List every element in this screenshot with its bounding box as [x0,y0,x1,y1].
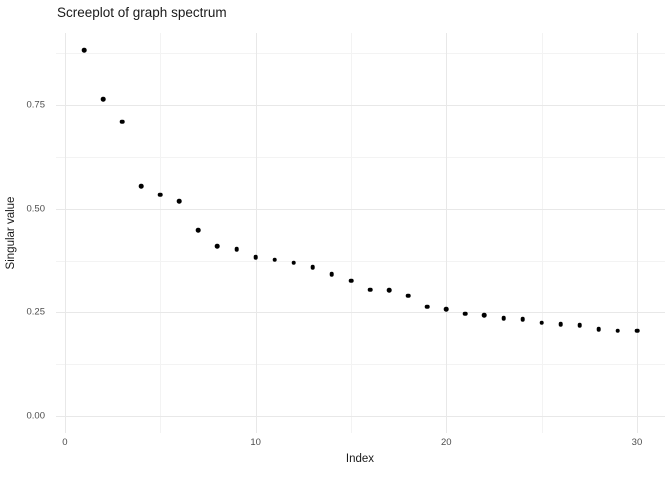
data-point [463,311,468,316]
data-point [577,322,583,328]
data-point [329,271,335,277]
data-point [444,306,449,312]
data-point [424,304,430,309]
y-tick-label: 0.50 [26,203,46,215]
x-minor-gridline [350,33,352,433]
data-point [615,328,621,333]
y-major-gridline [56,312,665,314]
y-tick-label: 0.00 [26,410,46,422]
x-minor-gridline [160,33,162,433]
x-major-gridline [446,33,448,433]
data-point [634,328,640,333]
data-point [405,293,411,299]
y-minor-gridline [56,53,665,55]
data-point [367,287,373,292]
x-minor-gridline [541,33,543,433]
data-point [558,321,563,327]
x-tick-label: 0 [62,437,68,448]
data-point [100,96,106,102]
data-point [81,47,87,53]
x-major-gridline [636,33,638,433]
x-major-gridline [64,33,66,433]
data-point [215,243,220,249]
plot-panel [56,33,665,433]
data-point [196,228,201,233]
y-minor-gridline [56,156,665,158]
data-point [348,278,354,284]
data-point [482,312,487,318]
x-tick-label: 30 [631,437,643,448]
data-point [272,257,277,263]
y-tick-label: 0.25 [26,306,46,318]
data-point [501,315,506,321]
data-point [596,326,602,332]
x-tick-label: 10 [250,437,261,448]
data-point [157,192,163,197]
y-major-gridline [56,416,665,417]
data-point [310,264,316,270]
chart-title: Screeplot of graph spectrum [57,5,227,20]
data-point [138,183,144,189]
x-major-gridline [255,33,257,433]
y-axis-title: Singular value [5,196,17,270]
data-point [386,288,392,293]
data-point [539,320,544,326]
x-axis-title: Index [345,453,375,465]
y-minor-gridline [56,364,665,366]
y-tick-label: 0.75 [26,99,46,111]
data-point [520,317,525,322]
y-major-gridline [56,208,665,210]
data-point [177,198,182,204]
x-tick-label: 20 [441,437,452,448]
data-point [291,260,297,265]
data-point [119,119,125,124]
data-point [234,246,239,252]
data-point [253,254,258,260]
y-minor-gridline [56,260,665,262]
y-major-gridline [56,105,665,107]
